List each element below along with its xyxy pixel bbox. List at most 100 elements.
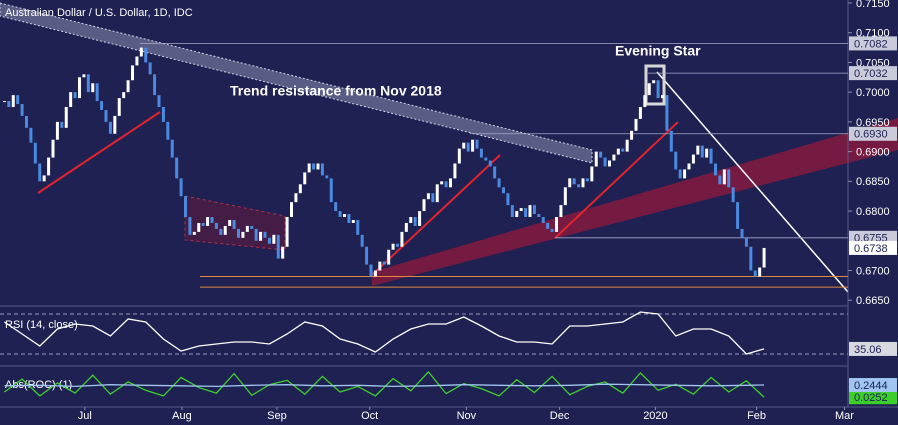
price-label: 0.6930 xyxy=(854,129,888,141)
candle xyxy=(705,148,709,158)
candle xyxy=(736,202,740,229)
price-label-box xyxy=(849,66,897,81)
candle xyxy=(259,231,263,241)
x-tick-label: Sep xyxy=(267,410,287,422)
x-tick-label: Mar xyxy=(835,410,854,422)
candle xyxy=(502,187,505,194)
candle xyxy=(95,83,99,102)
candle xyxy=(400,231,404,247)
candle xyxy=(572,178,576,185)
candle xyxy=(466,142,470,152)
indicator-line xyxy=(4,383,765,388)
candle xyxy=(20,104,24,116)
candle xyxy=(320,163,324,176)
candle xyxy=(638,107,642,119)
x-tick-label: 2020 xyxy=(643,410,667,422)
candle xyxy=(219,228,223,235)
candle xyxy=(254,228,258,241)
candle xyxy=(555,217,558,232)
y-tick-label: 0.6700 xyxy=(856,265,890,277)
candle xyxy=(298,184,302,194)
candle xyxy=(528,205,532,218)
candle xyxy=(630,130,634,140)
candle xyxy=(749,246,753,271)
candle xyxy=(541,217,545,223)
candle xyxy=(515,211,519,218)
trend-line xyxy=(37,111,161,194)
candle xyxy=(25,115,28,128)
channel-band xyxy=(372,118,898,286)
indicator-line xyxy=(4,370,765,398)
price-label: 0.7032 xyxy=(854,68,888,80)
candle xyxy=(307,163,311,173)
candle xyxy=(678,169,682,179)
annotation: Trend resistance from Nov 2018 xyxy=(230,83,442,99)
candle xyxy=(497,178,501,188)
candle xyxy=(325,175,329,179)
candle xyxy=(714,163,717,176)
candle xyxy=(290,202,293,218)
candle xyxy=(488,160,492,167)
candle xyxy=(122,92,126,99)
candle xyxy=(2,101,6,103)
price-label-box xyxy=(849,341,897,356)
candle xyxy=(281,246,285,259)
candle xyxy=(404,222,408,232)
candle xyxy=(546,222,550,229)
candle xyxy=(100,101,104,110)
candle xyxy=(418,211,422,226)
candle xyxy=(360,234,364,247)
candle xyxy=(69,92,73,108)
candle xyxy=(237,228,240,238)
candle xyxy=(431,193,435,203)
candle xyxy=(661,95,664,99)
candle xyxy=(718,175,722,185)
candle xyxy=(608,160,611,167)
candle xyxy=(188,217,192,235)
candle xyxy=(722,169,726,185)
candle xyxy=(131,65,134,81)
candle xyxy=(731,187,735,203)
candle xyxy=(753,270,757,277)
candle xyxy=(214,222,218,229)
candle xyxy=(568,178,572,188)
candle xyxy=(524,208,528,218)
candle xyxy=(117,98,121,116)
candle xyxy=(457,148,461,164)
candle xyxy=(33,142,37,164)
candle xyxy=(581,178,585,188)
candle xyxy=(78,77,81,99)
candle xyxy=(29,127,33,143)
candle xyxy=(351,219,355,223)
candle xyxy=(365,246,369,265)
candle xyxy=(462,142,466,149)
y-tick-label: 0.6650 xyxy=(856,295,890,307)
candle xyxy=(356,219,360,235)
candle xyxy=(232,219,236,229)
candle xyxy=(391,243,395,250)
candle xyxy=(108,121,112,134)
candle xyxy=(343,214,346,218)
candle xyxy=(161,107,165,122)
candle xyxy=(113,115,117,134)
candle xyxy=(223,225,227,235)
candle xyxy=(294,193,298,203)
candle xyxy=(144,47,148,63)
y-tick-label: 0.7050 xyxy=(856,57,890,69)
candle xyxy=(303,172,307,185)
candle xyxy=(612,154,616,161)
candle xyxy=(250,225,254,229)
candle xyxy=(378,261,382,271)
candle xyxy=(625,139,629,152)
x-tick-label: Dec xyxy=(550,410,570,422)
annotation: Evening Star xyxy=(615,43,701,59)
candle xyxy=(740,228,744,238)
candle xyxy=(532,205,536,215)
candle xyxy=(382,261,386,265)
candle xyxy=(201,222,205,226)
candle xyxy=(674,151,678,170)
candle xyxy=(647,83,651,96)
candle xyxy=(206,217,210,226)
trend-line xyxy=(656,71,849,293)
